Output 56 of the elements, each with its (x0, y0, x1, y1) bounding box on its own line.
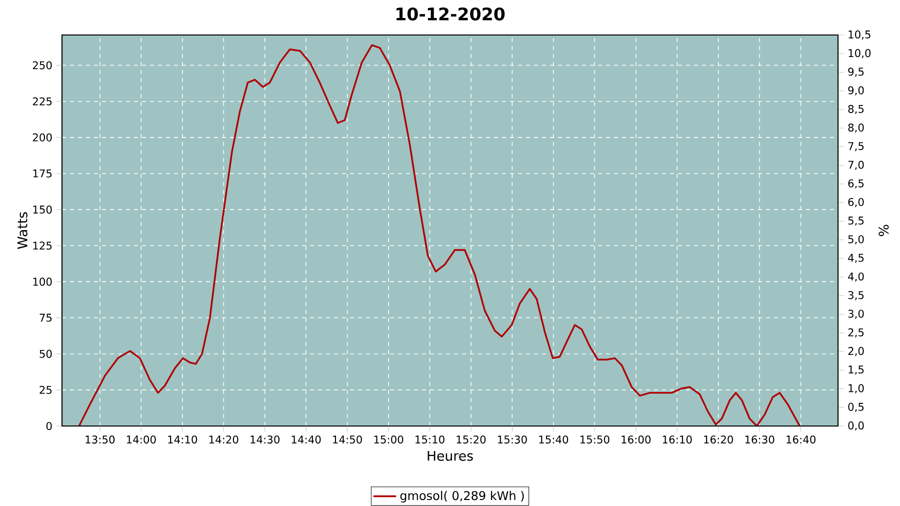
y2-tick-label: 3,5 (848, 291, 864, 300)
y2-tick-label: 8,0 (848, 124, 864, 133)
x-tick-label: 16:00 (622, 436, 651, 444)
x-tick-label: 15:10 (416, 436, 444, 444)
x-tick-label: 14:40 (292, 436, 321, 444)
y-tick-label: 175 (33, 170, 52, 178)
y2-tick-label: 7,0 (848, 160, 864, 170)
legend-label: gmosol( 0,289 kWh ) (400, 490, 524, 503)
y2-tick-label: 6,0 (848, 198, 864, 208)
y-tick-label: 75 (40, 314, 52, 322)
y-tick-label: 200 (32, 133, 52, 142)
x-tick-label: 14:00 (126, 436, 156, 444)
y2-tick-label: 8,5 (848, 104, 864, 114)
y2-tick-label: 5,0 (848, 235, 864, 244)
y-tick-label: 225 (32, 97, 52, 106)
x-tick-label: 13:50 (86, 436, 115, 444)
chart-title: 10-12-2020 (396, 8, 505, 21)
y-tick-label: 125 (33, 242, 52, 250)
y2-tick-label: 6,5 (848, 179, 864, 189)
y2-tick-label: 10,5 (848, 30, 870, 40)
x-tick-label: 15:50 (580, 436, 610, 444)
y2-tick-label: 4,5 (848, 254, 864, 263)
y2-axis-title: % (878, 224, 889, 236)
y-tick-label: 25 (40, 386, 52, 394)
y-tick-label: 100 (33, 278, 52, 286)
y-tick-label: 50 (40, 350, 52, 358)
x-tick-label: 15:20 (456, 436, 486, 444)
y2-tick-label: 4,0 (848, 272, 864, 282)
y2-tick-label: 9,5 (848, 68, 864, 77)
x-tick-label: 15:00 (374, 436, 404, 444)
y2-tick-label: 1,5 (848, 366, 864, 375)
y-tick-label: 0 (46, 422, 52, 430)
y2-tick-label: 0,5 (848, 402, 864, 412)
x-tick-label: 16:40 (786, 436, 816, 444)
x-tick-label: 16:10 (662, 436, 692, 444)
x-tick-label: 15:30 (498, 436, 527, 444)
y2-tick-label: 2,0 (848, 347, 864, 356)
x-tick-label: 16:20 (704, 436, 734, 444)
x-tick-label: 16:30 (745, 436, 774, 444)
x-tick-label: 14:20 (209, 436, 238, 444)
y2-tick-label: 5,5 (848, 216, 864, 226)
x-tick-label: 14:30 (250, 436, 280, 444)
y2-tick-label: 2,5 (848, 328, 864, 338)
y-axis-title: Watts (18, 212, 28, 250)
y2-tick-label: 7,5 (848, 142, 864, 152)
x-tick-label: 15:40 (539, 436, 568, 444)
x-tick-label: 14:10 (168, 436, 198, 444)
y2-tick-label: 3,0 (848, 310, 864, 319)
x-tick-label: 14:50 (333, 436, 362, 444)
y2-tick-label: 1,0 (848, 384, 864, 394)
x-axis-title: Heures (428, 451, 473, 461)
y2-tick-label: 0,0 (848, 421, 864, 431)
y2-tick-label: 9,0 (848, 86, 864, 96)
y-tick-label: 150 (33, 206, 52, 214)
y2-tick-label: 10,0 (848, 49, 871, 58)
y-tick-label: 250 (32, 61, 52, 70)
